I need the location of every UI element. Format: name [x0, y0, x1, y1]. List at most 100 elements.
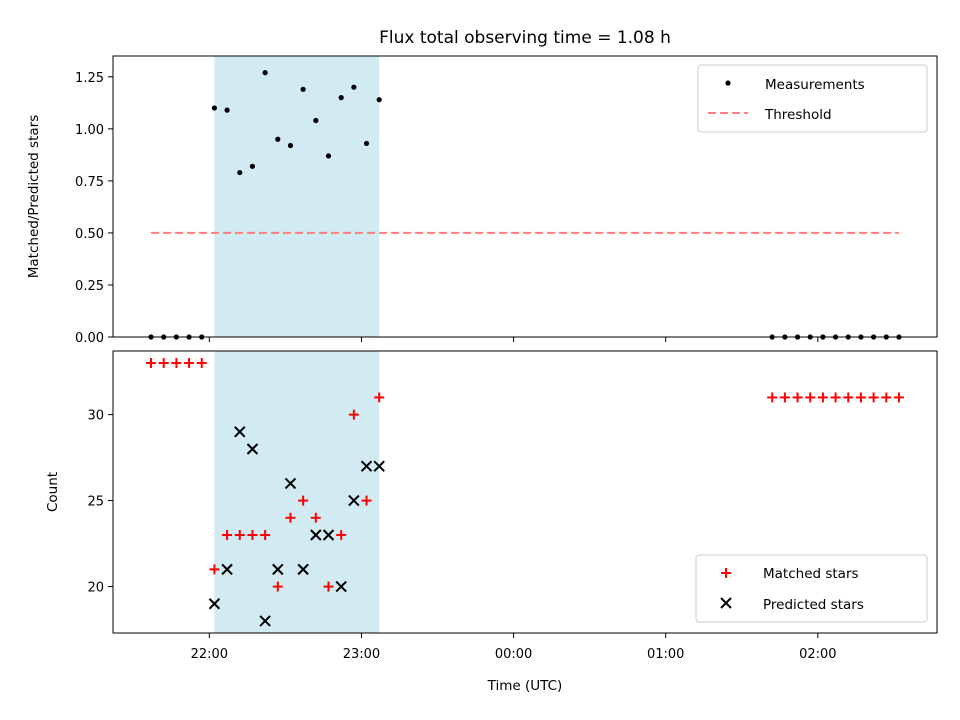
top-legend-box [697, 64, 928, 133]
top-shaded-interval [214, 56, 380, 337]
matched-stars-point [374, 392, 385, 403]
x-tick-label: 01:00 [647, 647, 684, 662]
matched-stars-point [158, 358, 169, 369]
matched-stars-point [310, 512, 321, 523]
y-tick-label: 30 [87, 409, 104, 424]
measurement-point [211, 105, 218, 111]
legend-predicted-marker [720, 597, 732, 609]
matched-stars-point [843, 392, 854, 403]
matched-stars-point [868, 392, 879, 403]
predicted-stars-point [221, 563, 233, 576]
x-tick-label: 23:00 [343, 647, 380, 662]
bottom-legend: Matched stars Predicted stars [695, 554, 928, 623]
bottom-axes-frame [112, 350, 938, 634]
y-tick-label: 1.25 [75, 71, 104, 86]
legend-matched-marker [721, 568, 731, 578]
matched-stars-point [792, 392, 803, 403]
y-tick-label: 25 [87, 495, 104, 510]
measurement-point [287, 142, 294, 149]
measurement-point [351, 84, 357, 90]
measurement-point [249, 163, 256, 169]
predicted-stars-point [373, 460, 385, 472]
matched-stars-point [247, 529, 258, 540]
measurement-point [300, 86, 306, 92]
x-tick-label: 22:00 [191, 647, 228, 662]
matched-stars-point [881, 392, 892, 403]
matched-stars-point [222, 529, 233, 540]
top-y-axis: 0.00 0.25 0.50 0.75 1.00 1.25 [75, 71, 113, 346]
top-x-ticks [208, 337, 819, 342]
measurement-point [313, 117, 319, 124]
bottom-y-axis-label: Count [45, 472, 61, 512]
top-legend: Measurements Threshold [697, 64, 928, 133]
predicted-stars-point [234, 426, 246, 438]
measurement-point [363, 140, 370, 147]
y-tick-label: 0.25 [75, 279, 104, 294]
top-axes-frame [112, 55, 938, 338]
matched-stars-point [171, 358, 182, 369]
matched-stars-point [348, 409, 359, 420]
matched-stars-point [779, 392, 790, 403]
legend-measurements-marker [725, 80, 731, 86]
predicted-stars-point [246, 443, 259, 455]
predicted-stars-point [348, 494, 360, 507]
measurement-point [262, 70, 268, 76]
predicted-stars-point [284, 477, 297, 490]
matched-stars-point [146, 358, 157, 369]
matched-stars-point [234, 529, 245, 540]
matched-stars-point [298, 495, 309, 506]
matched-stars-point [336, 529, 347, 540]
bottom-shaded-interval [214, 351, 380, 633]
top-y-axis-label: Matched/Predicted stars [26, 115, 42, 278]
matched-stars-point [272, 581, 283, 592]
bottom-x-axis-label: Time (UTC) [487, 678, 563, 694]
matched-stars-point [817, 392, 828, 403]
bottom-plot-marks [146, 358, 904, 627]
legend-threshold-label: Threshold [764, 107, 832, 123]
matched-stars-point [805, 392, 816, 403]
matched-stars-point [209, 564, 220, 575]
measurement-point [224, 107, 230, 113]
measurement-point [325, 153, 332, 159]
matched-stars-point [767, 392, 778, 403]
bottom-panel: 20 25 30 22:00 23:00 00:00 01:00 02:00 Count T… [45, 350, 938, 694]
matched-stars-point [184, 358, 195, 369]
matched-stars-point [260, 529, 271, 540]
top-panel: 0.00 0.25 0.50 0.75 1.00 1.25 Matched/Predict… [26, 55, 938, 346]
legend-matched-label: Matched stars [763, 566, 859, 582]
measurement-point [237, 169, 243, 176]
y-tick-label: 0.50 [75, 227, 104, 242]
measurement-point [275, 136, 281, 142]
bottom-y-axis: 20 25 30 [87, 409, 113, 596]
matched-stars-point [855, 392, 866, 403]
predicted-stars-point [310, 529, 322, 541]
predicted-stars-point [259, 615, 271, 627]
matched-stars-point [361, 495, 372, 506]
chart-title: Flux total observing time = 1.08 h [379, 28, 671, 48]
measurement-point [338, 95, 344, 101]
y-tick-label: 20 [87, 581, 104, 596]
y-tick-label: 1.00 [75, 123, 104, 138]
predicted-stars-point [335, 580, 347, 593]
matched-stars-point [323, 581, 334, 592]
predicted-stars-point [360, 460, 373, 472]
predicted-stars-point [272, 563, 284, 576]
matched-stars-point [830, 392, 841, 403]
legend-predicted-label: Predicted stars [763, 597, 864, 613]
predicted-stars-point [208, 598, 221, 610]
predicted-stars-point [322, 529, 335, 541]
top-plot-marks [148, 70, 902, 340]
x-tick-label: 02:00 [799, 647, 836, 662]
matched-stars-point [285, 512, 296, 523]
legend-measurements-label: Measurements [765, 77, 865, 93]
measurement-point [376, 97, 382, 103]
matched-stars-point [893, 392, 904, 403]
bottom-legend-box [695, 554, 928, 623]
predicted-stars-point [297, 563, 309, 576]
bottom-x-axis: 22:00 23:00 00:00 01:00 02:00 [191, 633, 837, 662]
x-tick-label: 00:00 [495, 647, 532, 662]
matched-stars-point [196, 358, 207, 369]
y-tick-label: 0.00 [75, 331, 104, 346]
y-tick-label: 0.75 [75, 175, 104, 190]
